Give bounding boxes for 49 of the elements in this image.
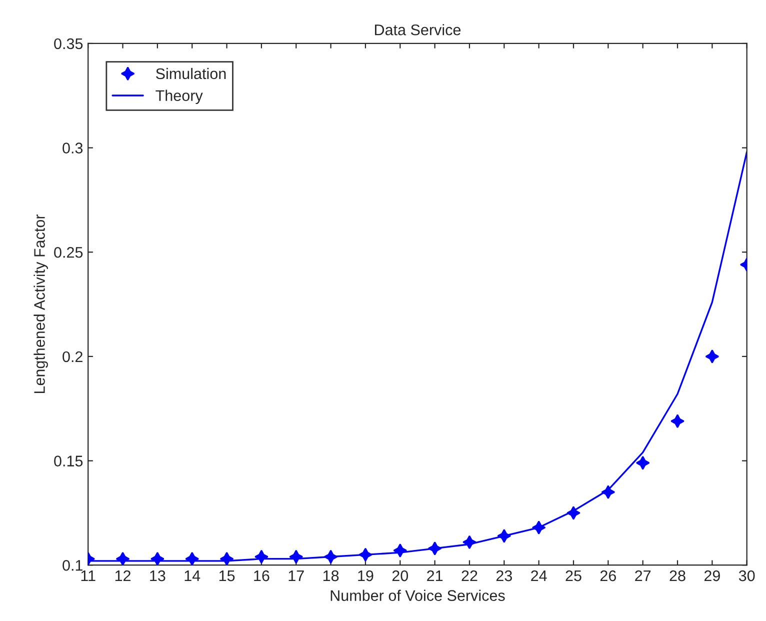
y-axis-title: Lengthened Activity Factor xyxy=(34,214,48,394)
point xyxy=(393,544,408,558)
x-tick-label: 25 xyxy=(566,570,582,582)
point xyxy=(324,550,338,564)
x-tick-label: 18 xyxy=(323,570,339,582)
x-tick-label: 22 xyxy=(462,570,478,582)
x-tick-label: 24 xyxy=(531,570,547,582)
x-tick-label: 15 xyxy=(219,570,235,582)
x-tick-label: 23 xyxy=(496,570,512,582)
y-tick-label: 0.3 xyxy=(62,142,83,154)
x-tick-label: 11 xyxy=(81,570,96,582)
point xyxy=(150,552,164,566)
point xyxy=(289,550,304,564)
point xyxy=(705,350,720,364)
point xyxy=(566,506,580,520)
y-tick-label: 0.2 xyxy=(62,351,82,362)
x-tick-label: 14 xyxy=(184,570,200,582)
legend-label: Theory xyxy=(156,90,203,104)
x-tick-label: 28 xyxy=(670,570,686,582)
x-tick-label: 26 xyxy=(600,570,616,582)
point xyxy=(636,456,650,470)
x-tick-label: 21 xyxy=(427,570,443,582)
y-tick-label: 0.25 xyxy=(54,246,83,258)
x-tick-label: 20 xyxy=(392,570,408,582)
y-tick-label: 0.1 xyxy=(62,560,82,571)
point xyxy=(116,552,130,566)
x-tick-label: 16 xyxy=(254,570,270,582)
x-axis-title: Number of Voice Services xyxy=(330,590,505,601)
x-tick-label: 27 xyxy=(635,570,651,582)
x-tick-label: 13 xyxy=(150,570,166,582)
point xyxy=(428,541,442,556)
point xyxy=(462,535,476,550)
point xyxy=(185,552,200,566)
point xyxy=(601,485,616,500)
point xyxy=(254,550,268,564)
point xyxy=(497,528,512,543)
point xyxy=(220,552,234,566)
point xyxy=(358,548,372,562)
y-tick-label: 0.15 xyxy=(54,456,83,466)
x-tick-label: 17 xyxy=(288,570,304,582)
chart-title: Data Service xyxy=(374,24,461,36)
point xyxy=(670,414,684,428)
x-tick-label: 29 xyxy=(704,570,720,582)
x-tick-label: 12 xyxy=(115,570,130,582)
point xyxy=(532,520,546,534)
x-tick-label: 19 xyxy=(358,570,374,582)
x-tick-label: 30 xyxy=(738,570,755,582)
y-tick-label: 0.35 xyxy=(54,38,83,50)
legend-label: Simulation xyxy=(156,68,226,80)
